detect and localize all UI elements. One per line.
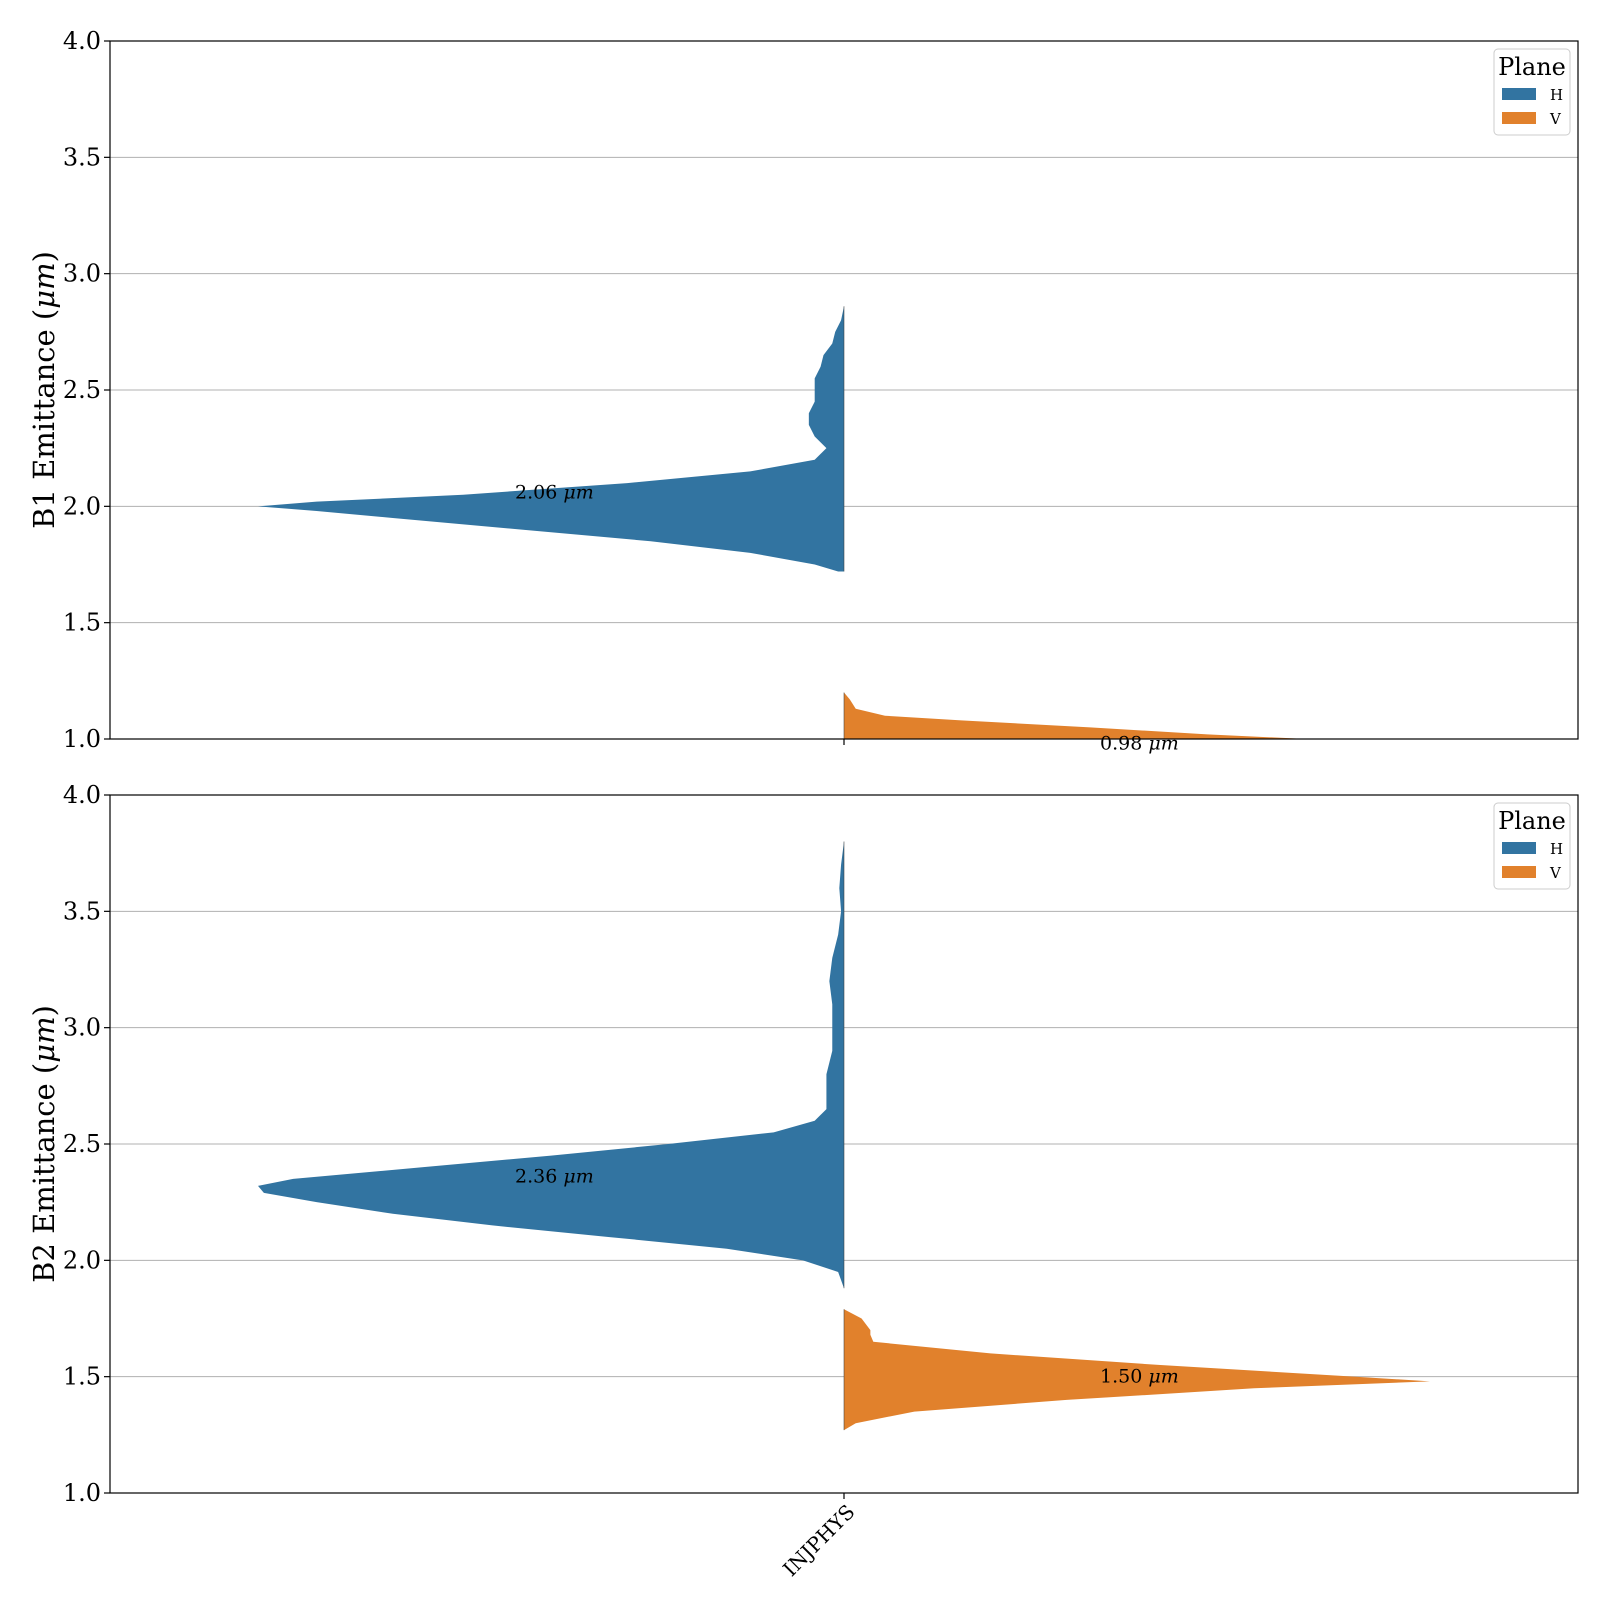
y-axis-label-close: ) <box>27 1005 61 1016</box>
median-label-v: 1.50 μm <box>1100 1366 1179 1388</box>
median-label-h: 2.06 μm <box>515 481 594 503</box>
y-axis-label: B2 Emittance (μm) <box>27 1005 61 1283</box>
legend-label-h: H <box>1550 840 1563 858</box>
y-tick-label: 1.0 <box>63 725 101 753</box>
y-axis-label-close: ) <box>27 251 61 262</box>
violin-v <box>844 1309 1430 1431</box>
legend-swatch-h <box>1502 842 1536 854</box>
y-tick-label: 1.0 <box>63 1479 101 1507</box>
legend: Plane HV <box>1493 48 1571 136</box>
violin-h <box>258 841 844 1289</box>
median-value: 2.06 <box>515 481 557 503</box>
legend-label-h: H <box>1550 86 1563 104</box>
panel-2: 2.36 μm1.50 μm1.01.52.02.53.03.54.0B2 Em… <box>27 781 1579 1507</box>
y-tick-label: 2.0 <box>63 1246 101 1274</box>
median-value: 2.36 <box>515 1166 557 1188</box>
x-category-label: INJPHYS <box>778 1500 859 1581</box>
y-tick-label: 3.0 <box>63 260 101 288</box>
legend-swatch-v <box>1502 866 1536 878</box>
legend-swatch-h <box>1502 88 1536 100</box>
median-value: 1.50 <box>1100 1366 1142 1388</box>
legend-title: Plane <box>1498 53 1566 81</box>
violin-h <box>258 306 844 572</box>
y-tick-label: 4.0 <box>63 781 101 809</box>
legend-label-v: V <box>1549 110 1562 128</box>
y-tick-label: 4.0 <box>63 27 101 55</box>
violin-v <box>844 692 1307 739</box>
legend-swatch-v <box>1502 112 1536 124</box>
median-label-v: 0.98 μm <box>1100 733 1179 755</box>
y-tick-label: 1.5 <box>63 609 101 637</box>
median-unit: μm <box>563 481 593 503</box>
median-value: 0.98 <box>1100 733 1142 755</box>
legend: Plane HV <box>1493 802 1571 890</box>
y-axis-label-text: B2 Emittance ( <box>27 1063 61 1283</box>
y-axis-label-unit: μm <box>27 1016 61 1062</box>
panel-1: 2.06 μm0.98 μm1.01.52.02.53.03.54.0B1 Em… <box>27 27 1579 755</box>
y-tick-label: 3.5 <box>63 897 101 925</box>
y-tick-label: 2.5 <box>63 376 101 404</box>
y-tick-label: 3.5 <box>63 143 101 171</box>
y-tick-label: 2.5 <box>63 1130 101 1158</box>
median-unit: μm <box>1148 733 1178 755</box>
y-axis-label-text: B1 Emittance ( <box>27 309 61 529</box>
median-label-h: 2.36 μm <box>515 1166 594 1188</box>
y-axis-label-unit: μm <box>27 262 61 308</box>
y-axis-label: B1 Emittance (μm) <box>27 251 61 529</box>
y-tick-label: 2.0 <box>63 492 101 520</box>
median-unit: μm <box>1148 1366 1178 1388</box>
median-unit: μm <box>563 1166 593 1188</box>
y-tick-label: 1.5 <box>63 1363 101 1391</box>
y-tick-label: 3.0 <box>63 1014 101 1042</box>
legend-label-v: V <box>1549 864 1562 882</box>
legend-title: Plane <box>1498 807 1566 835</box>
